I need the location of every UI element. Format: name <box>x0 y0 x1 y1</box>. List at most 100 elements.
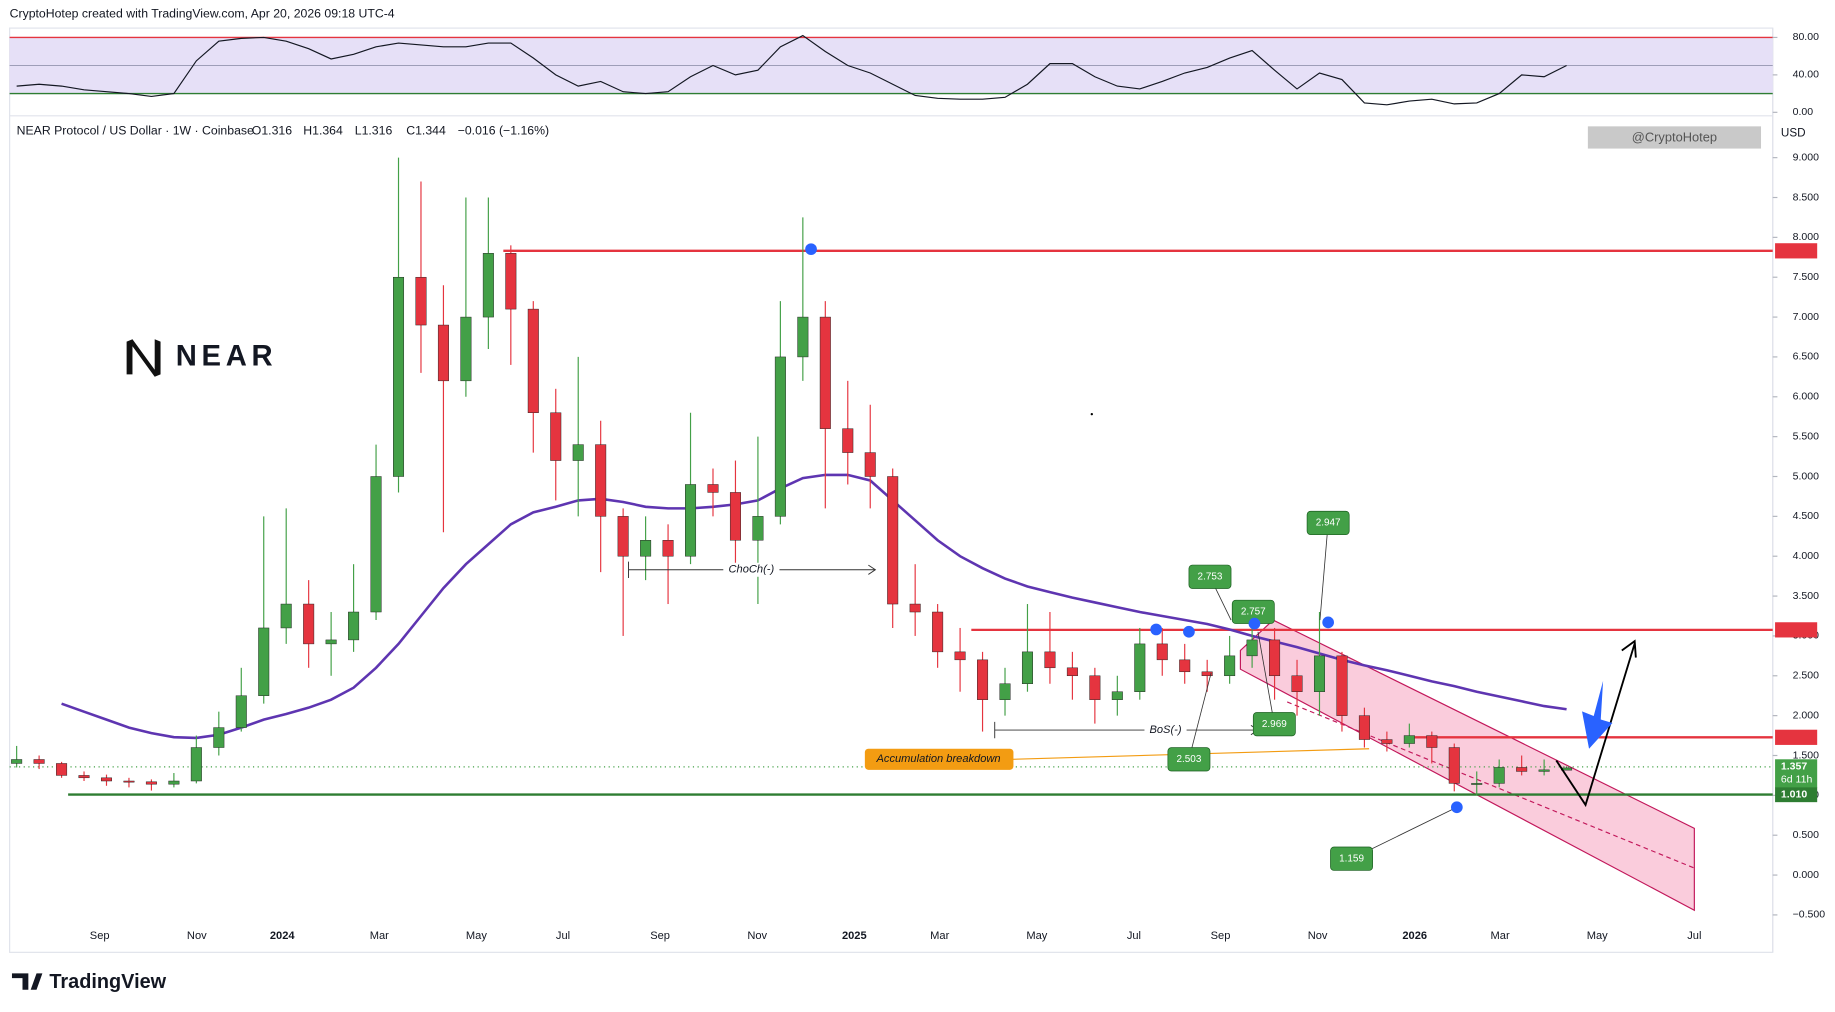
callout-box <box>1167 747 1211 772</box>
x-tick-label: Jul <box>1127 930 1141 942</box>
candle-body <box>393 276 405 477</box>
y-tick-label: 0.500 <box>1793 829 1819 841</box>
y-tick-label: 0.000 <box>1793 869 1819 881</box>
candle-body <box>168 780 180 785</box>
candle-body <box>1291 675 1303 692</box>
candle-body <box>662 540 674 557</box>
header: CryptoHotep created with TradingView.com… <box>10 6 395 20</box>
candle-body <box>100 777 112 782</box>
y-tick-label: 9.000 <box>1793 151 1819 163</box>
candle-body <box>1403 735 1415 744</box>
candle-body <box>415 276 427 326</box>
candle-body <box>774 356 786 517</box>
candle-body <box>1471 783 1483 785</box>
candle-body <box>1269 639 1281 677</box>
candle-body <box>797 316 809 358</box>
candle-body <box>482 253 494 318</box>
candle-body <box>977 659 989 700</box>
pivot-dot <box>1322 616 1334 629</box>
x-tick-label: 2024 <box>270 930 296 942</box>
annotation-bg <box>723 562 780 577</box>
legend-title: NEAR Protocol / US Dollar · 1W · Coinbas… <box>17 123 254 137</box>
candle-body <box>1156 643 1168 661</box>
x-tick-label: Sep <box>1211 930 1231 942</box>
candle-body <box>190 747 202 782</box>
x-tick-label: Jul <box>556 930 570 942</box>
x-tick-label: Mar <box>1491 930 1510 942</box>
callout-box <box>1330 846 1373 871</box>
callout-leader <box>1188 672 1212 760</box>
x-tick-label: Sep <box>90 930 110 942</box>
brand: TradingView <box>11 971 167 993</box>
candle-body <box>325 639 337 645</box>
y-tick-label: 5.500 <box>1793 430 1819 442</box>
candle-body <box>280 603 292 629</box>
brand-name: TradingView <box>49 971 166 993</box>
candle-body <box>999 683 1011 700</box>
candle-body <box>303 603 315 645</box>
y-tick-label: 2.500 <box>1793 670 1819 682</box>
candle-body <box>145 781 157 785</box>
candle-body <box>460 316 472 382</box>
candle-body <box>1224 655 1236 677</box>
ohlc-value: O1.316 <box>252 123 292 137</box>
x-tick-label: Nov <box>747 930 767 942</box>
candle-body <box>123 780 135 783</box>
candle-body <box>640 540 652 557</box>
candle-body <box>550 412 562 461</box>
x-tick-label: 2025 <box>842 930 867 942</box>
candle-body <box>56 763 68 776</box>
y-tick-label: 3.500 <box>1793 590 1819 602</box>
callout-label: 1.159 <box>1339 853 1364 864</box>
callout-label: 2.753 <box>1198 571 1223 582</box>
y-tick-label: −0.500 <box>1793 909 1826 921</box>
price-level-tag <box>1775 243 1818 259</box>
ohlc-value: −0.016 (−1.16%) <box>458 123 549 137</box>
pivot-dot <box>1248 617 1261 630</box>
candle-body <box>235 695 247 728</box>
projection-arrow <box>1555 639 1637 808</box>
x-tick-label: Nov <box>187 930 207 942</box>
callout-box <box>1188 564 1232 589</box>
y-tick-label: 1.500 <box>1793 749 1819 761</box>
annotation: BoS(-) <box>1149 724 1181 736</box>
x-tick-label: May <box>1026 930 1047 942</box>
candle-body <box>729 492 741 541</box>
candle-body <box>1134 643 1146 692</box>
x-tick-label: May <box>466 930 487 942</box>
logo-text: NEAR <box>176 341 278 373</box>
pivot-dot <box>1183 625 1195 638</box>
pointer-arrow <box>1582 680 1613 749</box>
annotation: Accumulation breakdown <box>875 753 1000 765</box>
callout-leader <box>1257 631 1275 725</box>
rsi-tick-label: 40.00 <box>1793 69 1819 81</box>
channel <box>1239 619 1695 912</box>
candle-body <box>1179 659 1191 673</box>
candle-body <box>258 627 270 696</box>
candle-body <box>348 611 360 641</box>
x-tick-label: Nov <box>1308 930 1328 942</box>
rsi-line <box>16 34 1567 106</box>
candle-body <box>1358 715 1370 740</box>
countdown: 6d 11h <box>1781 774 1813 786</box>
callout-label: 2.969 <box>1262 719 1287 730</box>
candle-body <box>887 476 899 605</box>
callout-label: 2.947 <box>1316 518 1341 529</box>
x-tick-label: Mar <box>930 930 949 942</box>
moving-average <box>61 473 1567 740</box>
pivot-dot <box>1150 623 1163 636</box>
price-level-tag <box>1775 786 1818 803</box>
candle-body <box>1493 767 1505 784</box>
candle-body <box>819 316 831 429</box>
near-logo: NEAR <box>126 339 278 377</box>
x-tick-label: Sep <box>650 930 670 942</box>
candle-body <box>213 727 225 748</box>
annotation-bg <box>1144 723 1187 738</box>
price-level-tag <box>1775 729 1818 745</box>
candle-body <box>1336 655 1348 716</box>
callout-label: 2.503 <box>1176 754 1201 765</box>
annotation: ChoCh(-) <box>729 564 775 576</box>
